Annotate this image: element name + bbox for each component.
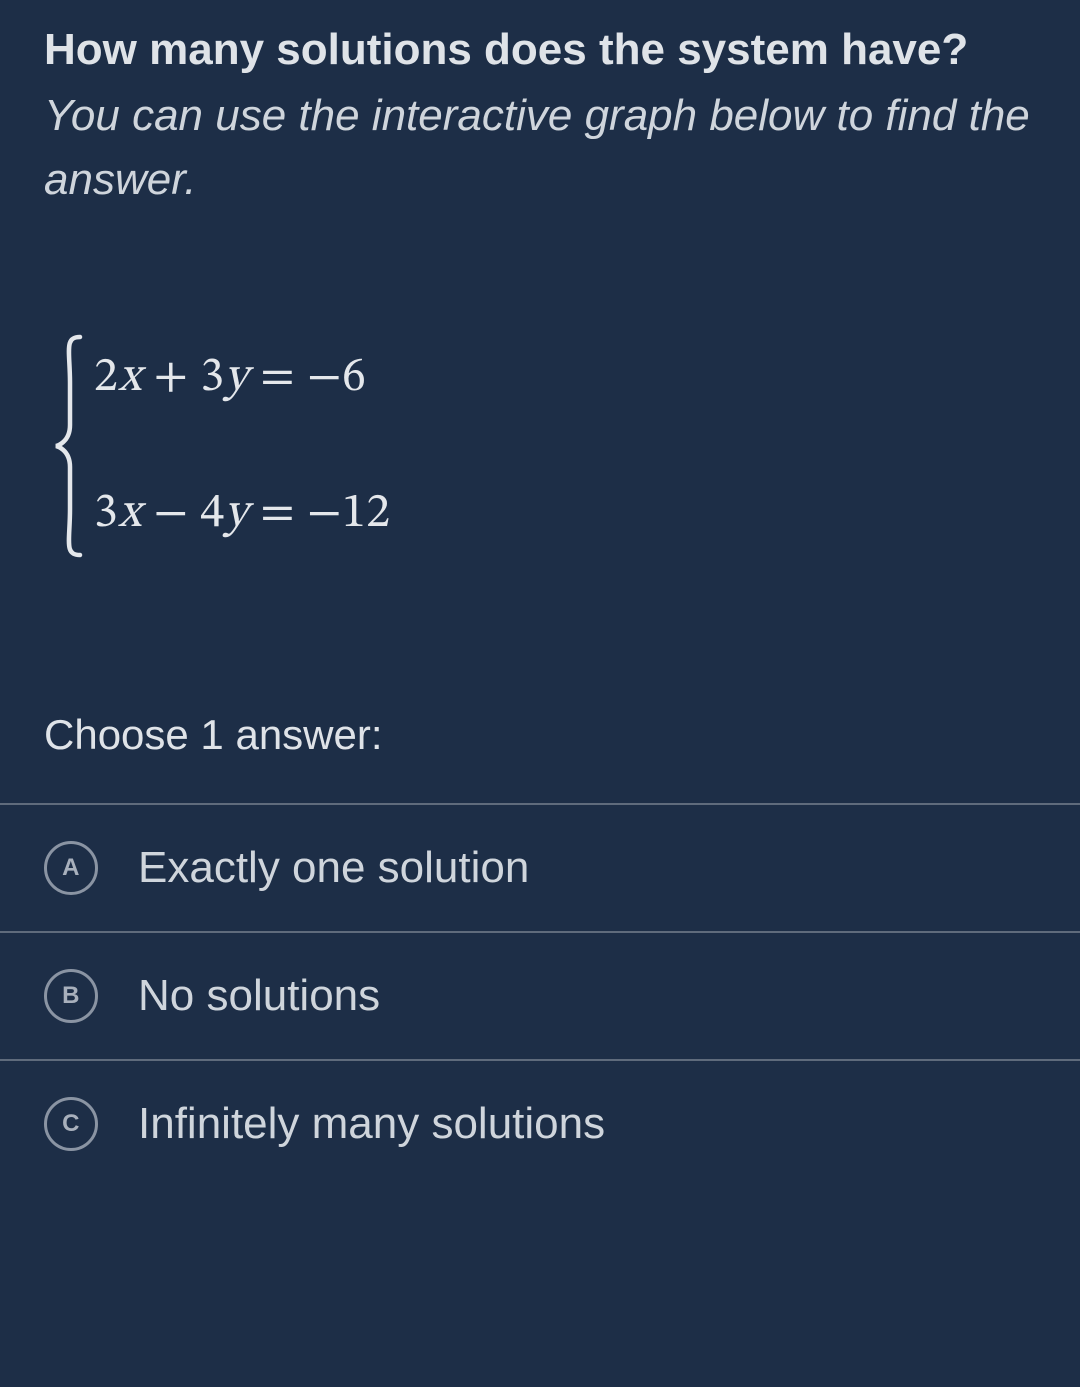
- equation-1: 2x + 3y = −6: [94, 348, 391, 408]
- radio-circle-icon: B: [44, 969, 98, 1023]
- option-text: Infinitely many solutions: [138, 1099, 605, 1149]
- radio-circle-icon: C: [44, 1097, 98, 1151]
- question-hint: You can use the interactive graph below …: [44, 84, 1036, 212]
- answer-options: A Exactly one solution B No solutions C …: [0, 803, 1080, 1187]
- radio-letter: C: [62, 1110, 80, 1138]
- left-brace-icon: [50, 331, 86, 561]
- option-a[interactable]: A Exactly one solution: [0, 803, 1080, 931]
- radio-letter: A: [62, 854, 80, 882]
- system-of-equations: 2x + 3y = −6 3x − 4y = −12: [50, 331, 1036, 561]
- option-b[interactable]: B No solutions: [0, 931, 1080, 1059]
- choose-answer-label: Choose 1 answer:: [44, 711, 1036, 759]
- option-text: Exactly one solution: [138, 843, 529, 893]
- question-title: How many solutions does the system have?: [44, 18, 1036, 82]
- equation-2: 3x − 4y = −12: [94, 484, 391, 544]
- option-c[interactable]: C Infinitely many solutions: [0, 1059, 1080, 1187]
- radio-letter: B: [62, 982, 80, 1010]
- option-text: No solutions: [138, 971, 380, 1021]
- radio-circle-icon: A: [44, 841, 98, 895]
